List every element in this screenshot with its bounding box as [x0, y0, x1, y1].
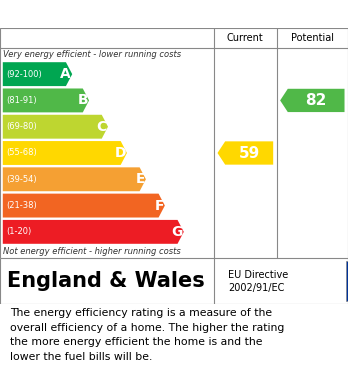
Text: 82: 82	[306, 93, 327, 108]
Polygon shape	[3, 220, 184, 244]
Text: A: A	[61, 67, 71, 81]
Text: (81-91): (81-91)	[6, 96, 37, 105]
Text: Current: Current	[227, 33, 264, 43]
Text: (21-38): (21-38)	[6, 201, 37, 210]
Polygon shape	[3, 115, 108, 139]
Polygon shape	[3, 141, 127, 165]
Text: D: D	[114, 146, 126, 160]
Text: C: C	[97, 120, 107, 134]
Text: EU Directive: EU Directive	[228, 271, 288, 280]
Text: 59: 59	[238, 145, 260, 160]
Text: (1-20): (1-20)	[6, 227, 32, 236]
Text: Energy Efficiency Rating: Energy Efficiency Rating	[60, 5, 288, 23]
Text: (55-68): (55-68)	[6, 149, 37, 158]
Text: Not energy efficient - higher running costs: Not energy efficient - higher running co…	[3, 247, 181, 256]
Polygon shape	[280, 89, 345, 112]
Text: (69-80): (69-80)	[6, 122, 37, 131]
Text: F: F	[154, 199, 164, 213]
Polygon shape	[3, 88, 89, 112]
Polygon shape	[3, 194, 165, 217]
Polygon shape	[218, 142, 273, 165]
Text: E: E	[135, 172, 145, 186]
Text: G: G	[171, 225, 183, 239]
Text: (39-54): (39-54)	[6, 175, 37, 184]
Bar	[346, 261, 348, 301]
Text: B: B	[77, 93, 88, 108]
Polygon shape	[3, 62, 72, 86]
Text: The energy efficiency rating is a measure of the
overall efficiency of a home. T: The energy efficiency rating is a measur…	[10, 308, 285, 362]
Text: Potential: Potential	[291, 33, 334, 43]
Text: (92-100): (92-100)	[6, 70, 42, 79]
Text: Very energy efficient - lower running costs: Very energy efficient - lower running co…	[3, 50, 182, 59]
Text: England & Wales: England & Wales	[7, 271, 205, 291]
Text: 2002/91/EC: 2002/91/EC	[228, 283, 284, 293]
Polygon shape	[3, 167, 146, 191]
